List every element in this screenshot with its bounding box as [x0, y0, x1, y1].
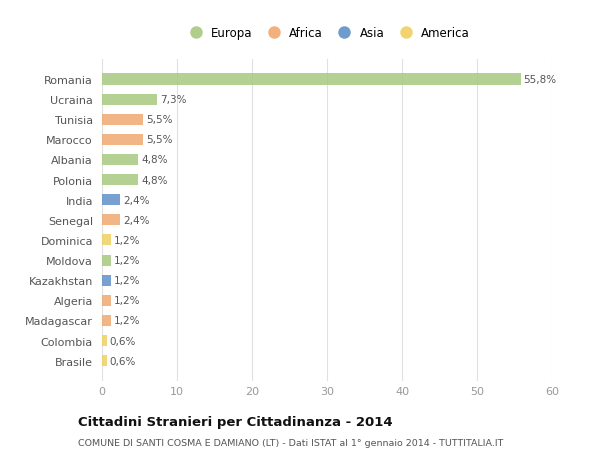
Text: 2,4%: 2,4%	[123, 215, 149, 225]
Text: 4,8%: 4,8%	[141, 175, 167, 185]
Text: COMUNE DI SANTI COSMA E DAMIANO (LT) - Dati ISTAT al 1° gennaio 2014 - TUTTITALI: COMUNE DI SANTI COSMA E DAMIANO (LT) - D…	[78, 438, 503, 448]
Bar	[102, 335, 107, 346]
Bar	[102, 74, 521, 85]
Text: Cittadini Stranieri per Cittadinanza - 2014: Cittadini Stranieri per Cittadinanza - 2…	[78, 415, 392, 428]
Bar	[102, 295, 111, 306]
Text: 55,8%: 55,8%	[523, 75, 557, 85]
Bar	[102, 195, 120, 206]
Text: 1,2%: 1,2%	[114, 275, 140, 285]
Text: 1,2%: 1,2%	[114, 296, 140, 306]
Text: 5,5%: 5,5%	[146, 135, 173, 145]
Bar	[102, 235, 111, 246]
Text: 1,2%: 1,2%	[114, 316, 140, 326]
Text: 1,2%: 1,2%	[114, 235, 140, 246]
Bar	[102, 155, 138, 166]
Text: 5,5%: 5,5%	[146, 115, 173, 125]
Text: 0,6%: 0,6%	[110, 336, 136, 346]
Bar	[102, 355, 107, 366]
Bar	[102, 95, 157, 106]
Text: 1,2%: 1,2%	[114, 256, 140, 265]
Bar	[102, 275, 111, 286]
Bar	[102, 174, 138, 186]
Bar	[102, 114, 143, 125]
Text: 4,8%: 4,8%	[141, 155, 167, 165]
Text: 2,4%: 2,4%	[123, 195, 149, 205]
Bar	[102, 215, 120, 226]
Bar	[102, 315, 111, 326]
Text: 7,3%: 7,3%	[160, 95, 186, 105]
Bar	[102, 255, 111, 266]
Bar	[102, 134, 143, 146]
Text: 0,6%: 0,6%	[110, 356, 136, 366]
Legend: Europa, Africa, Asia, America: Europa, Africa, Asia, America	[181, 24, 473, 44]
